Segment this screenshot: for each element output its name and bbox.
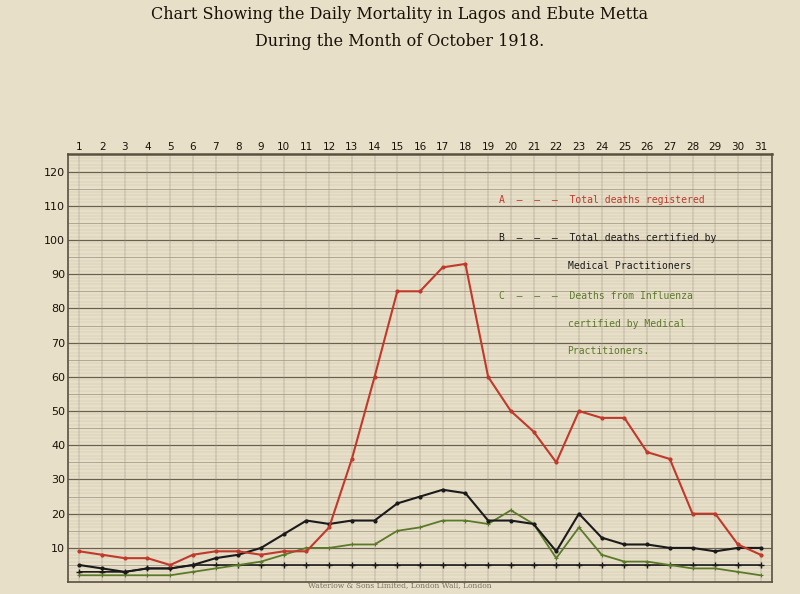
Text: certified by Medical: certified by Medical [568, 318, 685, 328]
Text: Medical Practitioners: Medical Practitioners [568, 261, 691, 270]
Text: Chart Showing the Daily Mortality in Lagos and Ebute Metta: Chart Showing the Daily Mortality in Lag… [151, 6, 649, 23]
Text: B  —  –  —  Total deaths certified by: B — – — Total deaths certified by [499, 233, 717, 243]
Text: Practitioners.: Practitioners. [568, 346, 650, 356]
Text: Waterlow & Sons Limited, London Wall, London: Waterlow & Sons Limited, London Wall, Lo… [308, 582, 492, 589]
Text: During the Month of October 1918.: During the Month of October 1918. [255, 33, 545, 50]
Text: C  —  –  —  Deaths from Influenza: C — – — Deaths from Influenza [499, 291, 694, 301]
Text: A  —  —  —  Total deaths registered: A — — — Total deaths registered [499, 195, 705, 206]
